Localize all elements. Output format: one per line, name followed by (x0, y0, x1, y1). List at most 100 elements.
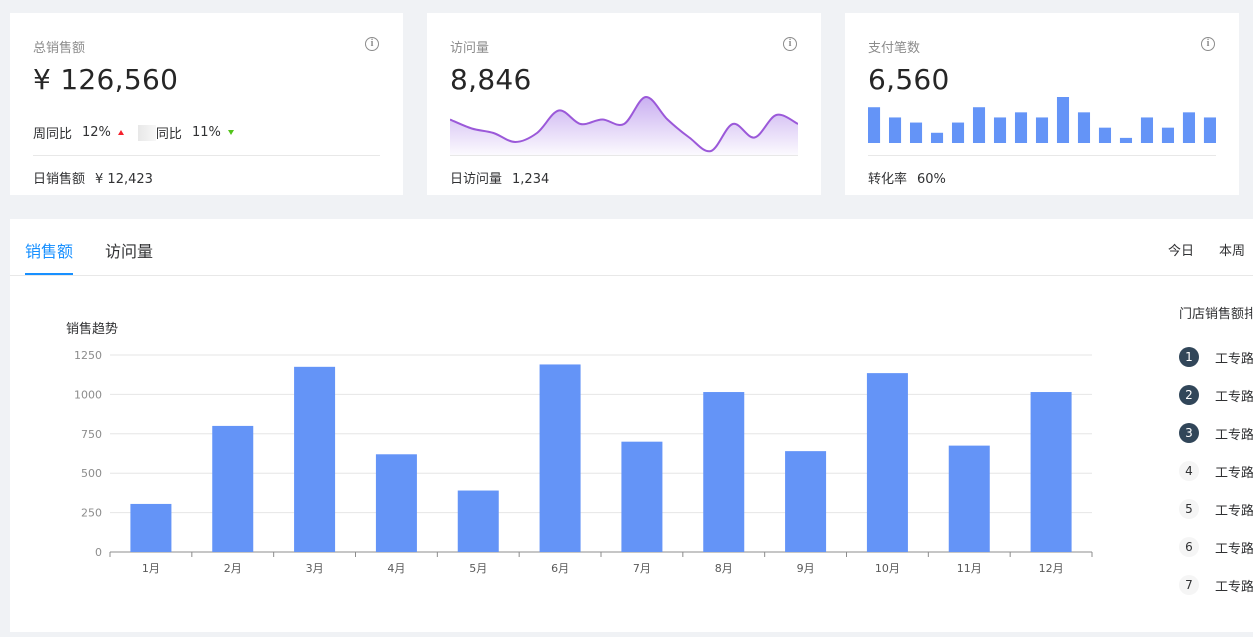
payments-bar (1203, 117, 1216, 143)
payments-bar (993, 117, 1007, 143)
daily-sales-value: ¥ 12,423 (95, 172, 153, 187)
card-divider (868, 155, 1216, 156)
daily-visits-value: 1,234 (512, 172, 550, 187)
visits-area-line (450, 96, 798, 153)
sales-bar[interactable] (375, 454, 417, 552)
sales-bar[interactable] (539, 364, 581, 552)
rank-item: 2 工专路 (1179, 385, 1253, 405)
visits-area-chart (450, 96, 798, 155)
rank-item: 1 工专路 (1179, 347, 1253, 367)
tab-sales[interactable]: 销售额 (25, 242, 74, 261)
conversion-rate-value: 60% (917, 172, 946, 187)
rank-item: 3 工专路 (1179, 423, 1253, 443)
y-tick-label: 750 (81, 428, 102, 441)
tab-visits[interactable]: 访问量 (105, 242, 154, 261)
payments-card: 支付笔数 i 6,560 转化率 60% (845, 13, 1239, 195)
x-tick-label: 11月 (957, 562, 982, 575)
sales-trend-chart: 销售趋势 0 250 500 750 1000 1250 1月 2月 3月 4月 5月 6月 7月 8月 9月… (66, 321, 1093, 575)
payments-card-footer: 转化率 60% (868, 168, 946, 187)
store-ranking-title: 门店销售额排 (1179, 307, 1253, 322)
rank-number: 3 (1179, 423, 1199, 443)
payments-bar (1161, 127, 1175, 143)
payments-bar (868, 107, 881, 143)
sales-bar[interactable] (1030, 392, 1072, 552)
rank-number: 4 (1179, 461, 1199, 481)
rank-number: 2 (1179, 385, 1199, 405)
payments-bar (909, 122, 923, 143)
rank-number: 7 (1179, 575, 1199, 595)
rank-store-name: 工专路 (1215, 465, 1253, 481)
payments-bar (1056, 97, 1070, 143)
day-compare-value: 11% (191, 125, 221, 140)
tab-bar: 销售额 访问量 今日 本周 (10, 219, 1253, 276)
sales-total-value: ¥ 126,560 (33, 63, 179, 96)
y-tick-label: 250 (81, 507, 102, 520)
blurred-image (137, 124, 156, 141)
payments-card-title: 支付笔数 (868, 41, 921, 56)
daily-sales-label: 日销售额 (33, 172, 86, 187)
trend-down-icon (227, 130, 234, 135)
range-today[interactable]: 今日 (1168, 244, 1195, 259)
range-this-week[interactable]: 本周 (1219, 244, 1246, 259)
payments-total-value: 6,560 (868, 63, 950, 96)
active-tab-indicator (25, 273, 73, 275)
sales-bar[interactable] (866, 373, 908, 552)
rank-item: 5 工专路 (1179, 499, 1253, 519)
sales-bar[interactable] (294, 366, 336, 552)
info-icon[interactable]: i (365, 37, 379, 51)
sales-bar[interactable] (212, 425, 254, 552)
sales-bar[interactable] (457, 490, 499, 552)
rank-store-name: 工专路 (1215, 389, 1253, 405)
payments-bar (1119, 137, 1133, 143)
visits-card-title: 访问量 (450, 41, 490, 56)
rank-store-name: 工专路 (1215, 579, 1253, 595)
payments-bar (1035, 117, 1049, 143)
sales-card-title: 总销售额 (33, 41, 86, 56)
visits-card: 访问量 i 8,846 日访问量 1,234 (427, 13, 821, 195)
payments-bar (1077, 112, 1091, 143)
rank-item: 7 工专路 (1179, 575, 1253, 595)
trend-up-icon (117, 130, 124, 135)
rank-number: 1 (1179, 347, 1199, 367)
conversion-rate-label: 转化率 (868, 172, 908, 187)
sales-bar[interactable] (621, 441, 663, 552)
visits-card-footer: 日访问量 1,234 (450, 168, 549, 187)
x-tick-label: 10月 (875, 562, 900, 575)
sales-bar[interactable] (948, 445, 990, 552)
rank-number: 5 (1179, 499, 1199, 519)
x-tick-label: 7月 (633, 562, 651, 575)
y-tick-label: 500 (81, 467, 102, 480)
rank-store-name: 工专路 (1215, 351, 1253, 367)
chart-title: 销售趋势 (66, 321, 118, 337)
sales-card: 总销售额 i ¥ 126,560 周同比 12% 同比 11% 日销售额 ¥ 12… (10, 13, 403, 195)
week-compare-label: 周同比 (33, 127, 73, 142)
sales-panel: 销售额 访问量 今日 本周 销售趋势 0 250 500 750 1000 1250 1月 2月… (10, 219, 1253, 632)
x-tick-label: 1月 (142, 562, 160, 575)
x-tick-label: 4月 (387, 562, 405, 575)
card-divider (33, 155, 380, 156)
week-compare-value: 12% (82, 125, 111, 140)
rank-number: 6 (1179, 537, 1199, 557)
x-tick-label: 8月 (715, 562, 733, 575)
sales-trend-row: 周同比 12% 同比 11% (33, 123, 234, 142)
info-icon[interactable]: i (783, 37, 797, 51)
y-tick-label: 1250 (74, 349, 102, 362)
info-icon[interactable]: i (1201, 37, 1215, 51)
y-tick-label: 1000 (74, 388, 102, 401)
visits-total-value: 8,846 (450, 63, 532, 96)
sales-card-footer: 日销售额 ¥ 12,423 (33, 168, 153, 187)
x-tick-label: 2月 (224, 562, 242, 575)
rank-store-name: 工专路 (1215, 541, 1253, 557)
x-tick-label: 12月 (1039, 562, 1064, 575)
sales-bar[interactable] (703, 392, 745, 552)
x-tick-label: 3月 (306, 562, 324, 575)
x-tick-label: 6月 (551, 562, 569, 575)
daily-visits-label: 日访问量 (450, 172, 503, 187)
card-divider (450, 155, 798, 156)
day-compare-label: 同比 (155, 127, 182, 142)
sales-bar[interactable] (785, 451, 827, 552)
payments-bar (1098, 127, 1112, 143)
sales-bar[interactable] (130, 503, 172, 552)
rank-store-name: 工专路 (1215, 503, 1253, 519)
payments-bar (951, 122, 965, 143)
